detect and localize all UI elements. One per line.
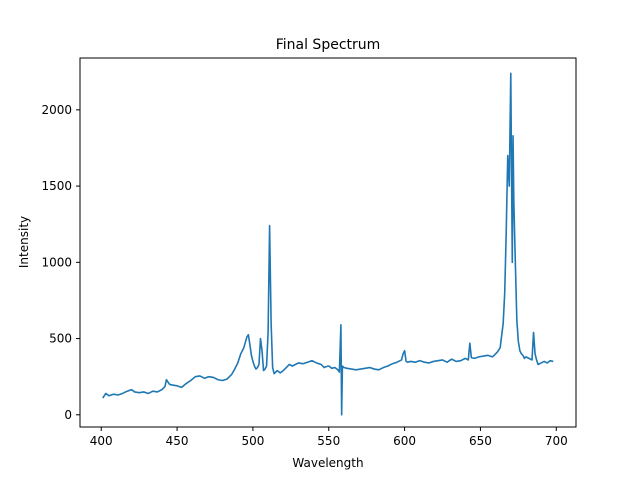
x-tick-label: 500 [241,434,264,448]
x-axis-label: Wavelength [292,456,363,470]
y-tick-label: 500 [49,332,72,346]
plot-area [102,72,554,416]
chart-title: Final Spectrum [276,37,381,53]
y-tick-label: 2000 [41,103,72,117]
x-tick-label: 400 [90,434,113,448]
x-tick-label: 550 [317,434,340,448]
y-tick-label: 1500 [41,179,72,193]
x-tick-label: 650 [469,434,492,448]
x-tick-label: 600 [393,434,416,448]
x-tick-label: 450 [166,434,189,448]
y-tick-label: 1000 [41,255,72,269]
y-tick-label: 0 [64,408,72,422]
x-axis: 400 450 500 550 600 650 700 [90,427,568,448]
x-tick-label: 700 [545,434,568,448]
plot-frame [79,57,577,428]
y-axis-label: Intensity [17,216,31,268]
series-line-0 [102,72,554,416]
y-axis: 0 500 1000 1500 2000 [41,103,80,422]
